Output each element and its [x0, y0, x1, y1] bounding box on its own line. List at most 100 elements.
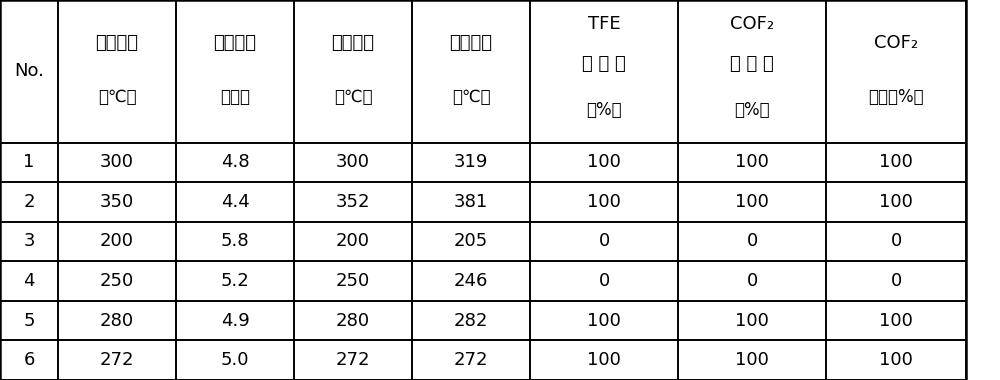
Text: 4.4: 4.4 — [221, 193, 249, 211]
Bar — [176, 301, 294, 340]
Bar — [0, 301, 58, 340]
Text: （℃）: （℃） — [98, 88, 136, 106]
Text: 381: 381 — [454, 193, 488, 211]
Bar — [0, 142, 58, 182]
Bar — [530, 182, 678, 222]
Text: 100: 100 — [587, 312, 621, 329]
Text: （℃）: （℃） — [334, 88, 372, 106]
Bar — [678, 301, 826, 340]
Text: 0: 0 — [890, 233, 902, 250]
Text: 0: 0 — [746, 272, 758, 290]
Bar — [530, 261, 678, 301]
Text: 选 择 率: 选 择 率 — [730, 55, 774, 73]
Text: 100: 100 — [879, 351, 913, 369]
Bar — [826, 222, 966, 261]
Text: 0: 0 — [598, 272, 610, 290]
Bar — [0, 222, 58, 261]
Text: 2: 2 — [23, 193, 35, 211]
Text: 5.2: 5.2 — [221, 272, 249, 290]
Bar — [412, 222, 530, 261]
Bar — [58, 261, 176, 301]
Text: 0: 0 — [746, 233, 758, 250]
Bar — [176, 0, 294, 142]
Text: 4.9: 4.9 — [221, 312, 249, 329]
Bar — [294, 142, 412, 182]
Text: 100: 100 — [735, 312, 769, 329]
Bar — [294, 261, 412, 301]
Text: 4.8: 4.8 — [221, 153, 249, 171]
Text: 300: 300 — [100, 153, 134, 171]
Text: 300: 300 — [336, 153, 370, 171]
Text: 4: 4 — [23, 272, 35, 290]
Text: 5.0: 5.0 — [221, 351, 249, 369]
Bar — [678, 340, 826, 380]
Text: 转 化 率: 转 化 率 — [582, 55, 626, 73]
Bar — [826, 142, 966, 182]
Bar — [678, 0, 826, 142]
Text: 0: 0 — [598, 233, 610, 250]
Text: 1: 1 — [23, 153, 35, 171]
Text: 352: 352 — [336, 193, 370, 211]
Bar — [678, 182, 826, 222]
Bar — [176, 222, 294, 261]
Text: 250: 250 — [336, 272, 370, 290]
Text: 100: 100 — [879, 193, 913, 211]
Bar — [294, 182, 412, 222]
Bar — [176, 340, 294, 380]
Text: COF₂: COF₂ — [730, 15, 774, 33]
Text: 100: 100 — [587, 351, 621, 369]
Bar — [530, 142, 678, 182]
Bar — [530, 340, 678, 380]
Bar — [826, 182, 966, 222]
Text: 5: 5 — [23, 312, 35, 329]
Text: 200: 200 — [100, 233, 134, 250]
Text: 0: 0 — [890, 272, 902, 290]
Text: 滞留时间: 滞留时间 — [214, 34, 256, 52]
Text: （%）: （%） — [734, 101, 770, 119]
Bar — [58, 340, 176, 380]
Text: 100: 100 — [587, 193, 621, 211]
Bar — [678, 142, 826, 182]
Bar — [678, 261, 826, 301]
Bar — [678, 222, 826, 261]
Bar — [826, 0, 966, 142]
Text: 出口温度: 出口温度 — [450, 34, 492, 52]
Text: 319: 319 — [454, 153, 488, 171]
Bar — [176, 142, 294, 182]
Text: 250: 250 — [100, 272, 134, 290]
Text: 100: 100 — [587, 153, 621, 171]
Bar — [412, 0, 530, 142]
Text: 205: 205 — [454, 233, 488, 250]
Text: 入口温度: 入口温度 — [332, 34, 374, 52]
Text: （秒）: （秒） — [220, 88, 250, 106]
Bar — [412, 340, 530, 380]
Text: 280: 280 — [100, 312, 134, 329]
Bar — [826, 340, 966, 380]
Text: 100: 100 — [735, 153, 769, 171]
Bar — [58, 301, 176, 340]
Text: 100: 100 — [735, 193, 769, 211]
Bar — [412, 301, 530, 340]
Bar — [294, 222, 412, 261]
Text: 6: 6 — [23, 351, 35, 369]
Text: 100: 100 — [735, 351, 769, 369]
Text: 280: 280 — [336, 312, 370, 329]
Bar — [176, 182, 294, 222]
Bar — [58, 142, 176, 182]
Bar — [0, 261, 58, 301]
Bar — [530, 222, 678, 261]
Text: 200: 200 — [336, 233, 370, 250]
Text: 272: 272 — [454, 351, 488, 369]
Bar — [530, 0, 678, 142]
Bar — [826, 261, 966, 301]
Bar — [58, 0, 176, 142]
Text: 收率（%）: 收率（%） — [868, 88, 924, 106]
Bar — [412, 261, 530, 301]
Bar — [294, 0, 412, 142]
Bar — [0, 340, 58, 380]
Bar — [412, 182, 530, 222]
Text: TFE: TFE — [588, 15, 620, 33]
Text: 246: 246 — [454, 272, 488, 290]
Text: 5.8: 5.8 — [221, 233, 249, 250]
Text: 3: 3 — [23, 233, 35, 250]
